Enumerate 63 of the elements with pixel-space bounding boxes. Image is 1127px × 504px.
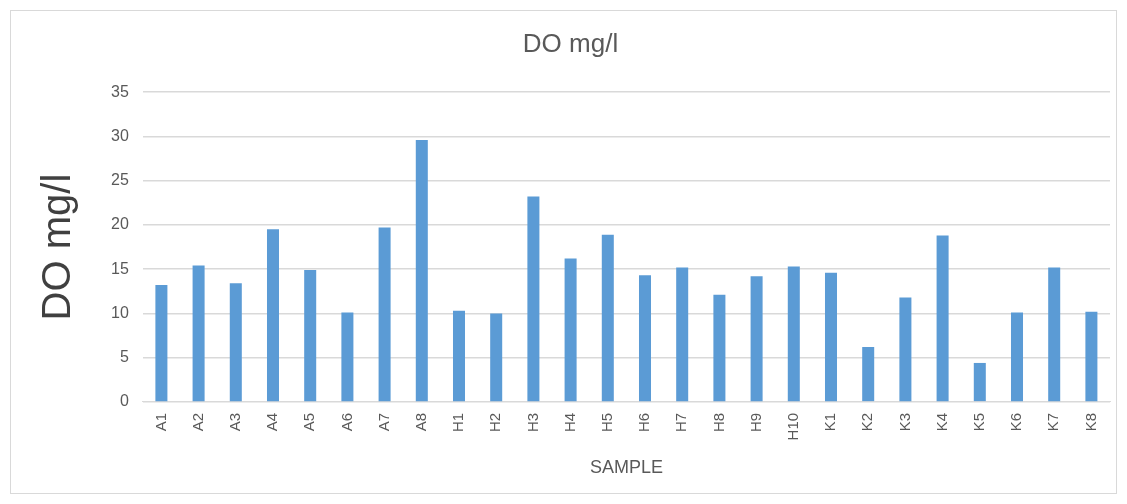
bar [1048,267,1061,402]
bar [266,229,280,402]
bar [899,297,912,402]
bar [527,196,540,402]
y-tick-label: 10 [111,303,129,321]
bar [750,276,763,402]
bar [378,227,391,402]
bar [936,235,949,402]
y-tick-label: 5 [119,348,129,366]
x-tick-label: K5 [969,412,987,432]
x-tick-label: H3 [523,412,541,433]
bar [638,275,652,402]
bar [341,312,354,402]
x-tick-label: K7 [1044,412,1062,432]
bar [564,258,577,402]
x-tick-label: H2 [486,412,504,433]
bar [229,283,242,402]
bar [415,139,428,402]
x-tick-label: A2 [188,412,206,432]
x-tick-label: K6 [1007,412,1025,432]
x-tick-label: A8 [411,412,429,432]
bar [824,272,838,402]
x-tick-label: H10 [783,412,801,441]
y-tick-label: 20 [111,215,129,233]
bar [862,347,875,402]
bar [452,310,466,402]
x-tick-label: K4 [932,412,950,432]
bar [713,294,726,402]
bar [155,285,168,402]
y-tick-label: 35 [111,82,129,100]
x-tick-label: A5 [300,412,318,432]
x-tick-label: H9 [746,412,764,433]
bar [601,234,614,402]
x-tick-label: H7 [672,412,690,433]
bar [973,362,986,402]
bar [304,270,317,402]
y-tick-label: 15 [111,259,129,277]
x-tick-label: A4 [263,412,281,432]
bar [676,267,689,402]
x-tick-label: A3 [225,412,243,432]
x-tick-label: H8 [709,412,727,433]
x-tick-label: H5 [597,412,615,433]
bar [192,265,205,402]
x-axis-title: SAMPLE [589,457,663,478]
x-tick-label: K2 [858,412,876,432]
x-tick-label: A7 [374,412,392,432]
x-tick-label: H1 [449,412,467,433]
y-tick-label: 0 [119,392,129,410]
y-tick-label: 30 [111,126,129,144]
x-tick-label: H4 [560,412,578,433]
x-tick-label: K3 [895,412,913,432]
y-axis-title: DO mg/l [34,173,79,321]
x-tick-label: K1 [821,412,839,432]
x-tick-label: K8 [1081,412,1099,432]
bar [1010,312,1024,402]
bar [1085,311,1098,402]
x-tick-label: A6 [337,412,355,432]
y-tick-label: 25 [111,171,129,189]
bar [787,266,800,402]
bar [490,313,503,402]
x-tick-label: H6 [635,412,653,433]
x-tick-label: A1 [151,412,169,432]
chart-title: DO mg/l [522,27,619,58]
